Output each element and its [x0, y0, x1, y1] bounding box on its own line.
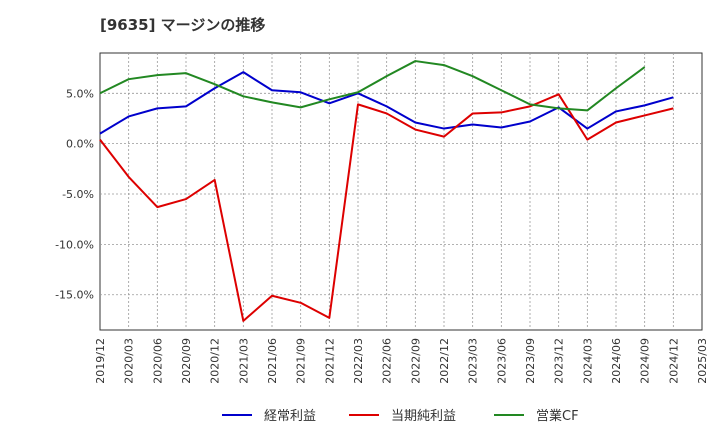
series-group: [99, 71, 674, 135]
y-tick-label: -15.0%: [55, 289, 94, 302]
x-tick-label: 2024/03: [581, 338, 594, 384]
x-tick-label: 2020/09: [180, 338, 193, 384]
chart-title: [9635] マージンの推移: [100, 16, 265, 34]
x-tick-label: 2022/09: [409, 338, 422, 384]
x-tick-label: 2024/12: [667, 338, 680, 384]
series-group: [99, 60, 646, 112]
y-tick-label: 0.0%: [66, 138, 94, 151]
x-tick-label: 2022/03: [352, 338, 365, 384]
legend-label: 営業CF: [536, 408, 579, 424]
x-tick-label: 2023/09: [524, 338, 537, 384]
x-tick-label: 2021/03: [237, 338, 250, 384]
x-tick-label: 2022/12: [438, 338, 451, 384]
plot-frame: [99, 52, 703, 331]
y-tick-label: -10.0%: [55, 238, 94, 251]
x-tick-label: 2023/03: [467, 338, 480, 384]
series-lines: [99, 60, 674, 322]
grid-lines: [100, 53, 702, 330]
x-tick-label: 2020/06: [151, 338, 164, 384]
legend-label: 経常利益: [264, 409, 316, 424]
x-tick-label: 2021/09: [295, 338, 308, 384]
series-line: [99, 60, 646, 112]
legend-label: 当期純利益: [391, 409, 456, 424]
x-tick-label: 2024/06: [610, 338, 623, 384]
y-axis-ticks: 5.0% 0.0% -5.0% -10.0% -15.0%: [55, 87, 94, 301]
series-group: [99, 93, 674, 322]
x-tick-label: 2020/12: [209, 338, 222, 384]
x-tick-label: 2021/12: [323, 338, 336, 384]
x-tick-label: 2019/12: [94, 338, 107, 384]
x-tick-label: 2020/03: [123, 338, 136, 384]
x-tick-label: 2023/06: [495, 338, 508, 384]
x-tick-label: 2023/12: [553, 338, 566, 384]
x-tick-label: 2022/06: [381, 338, 394, 384]
x-axis-ticks: 2019/12 2020/03 2020/06 2020/09 2020/12 2021/…: [94, 338, 709, 384]
x-tick-label: 2025/03: [696, 338, 709, 384]
plot-area: [99, 52, 703, 331]
y-tick-label: -5.0%: [62, 188, 94, 201]
x-tick-label: 2021/06: [266, 338, 279, 384]
legend: 経常利益 当期純利益 営業CF: [222, 408, 579, 424]
x-tick-label: 2024/09: [639, 338, 652, 384]
y-tick-label: 5.0%: [66, 87, 94, 100]
